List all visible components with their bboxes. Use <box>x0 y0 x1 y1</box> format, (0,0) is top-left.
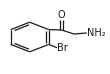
Text: Br: Br <box>57 43 68 53</box>
Text: O: O <box>58 10 65 20</box>
Text: NH₂: NH₂ <box>87 28 106 38</box>
